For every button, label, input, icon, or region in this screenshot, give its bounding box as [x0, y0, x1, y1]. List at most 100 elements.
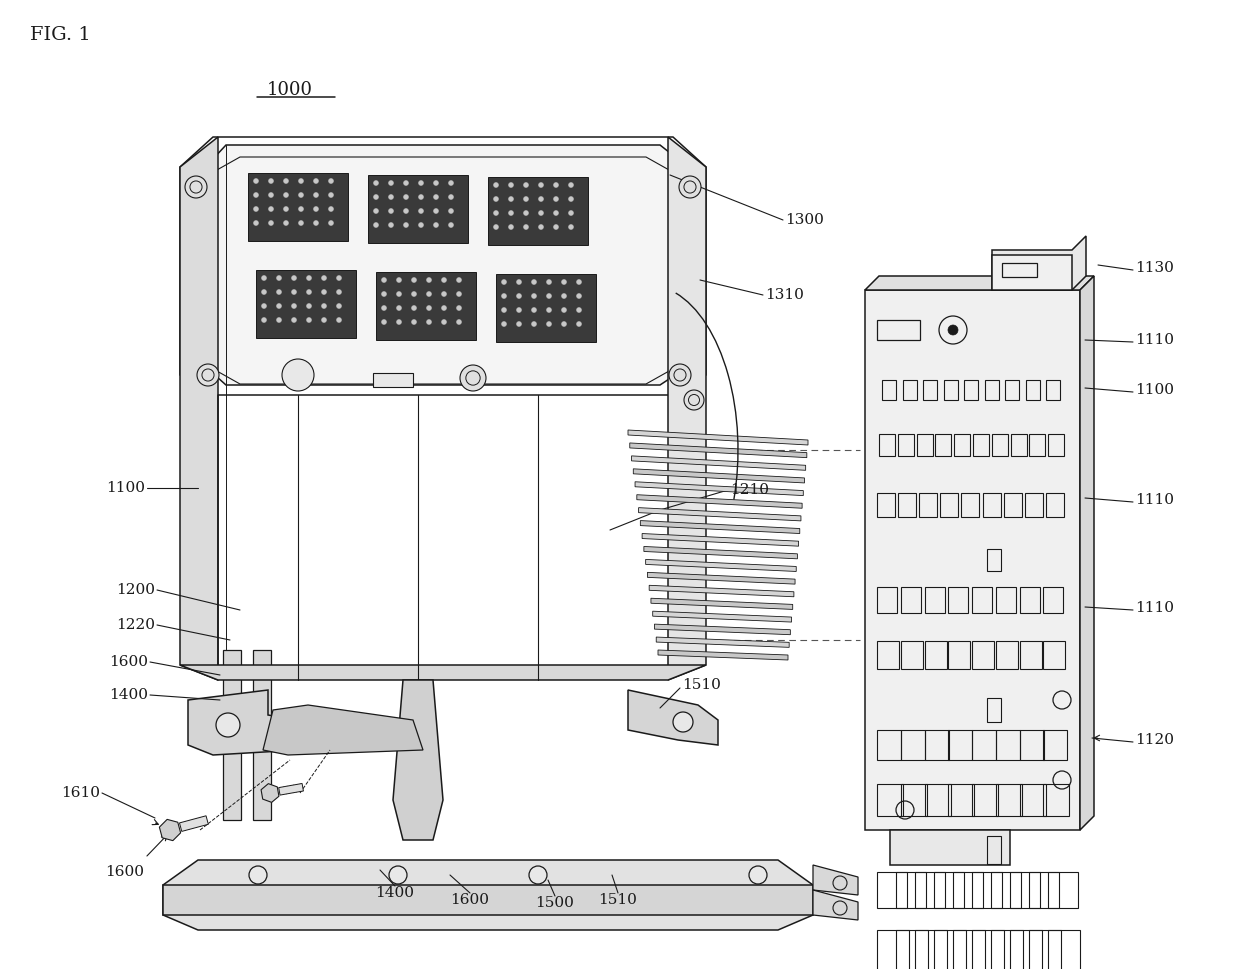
Circle shape: [449, 195, 454, 200]
Circle shape: [321, 290, 326, 295]
Text: 1610: 1610: [61, 786, 100, 800]
Circle shape: [673, 712, 693, 732]
Circle shape: [197, 364, 219, 386]
Circle shape: [538, 182, 543, 187]
Polygon shape: [262, 784, 279, 802]
Circle shape: [460, 365, 486, 391]
Circle shape: [434, 208, 439, 213]
Circle shape: [249, 866, 267, 884]
Circle shape: [314, 221, 319, 226]
Circle shape: [501, 307, 506, 312]
Circle shape: [306, 303, 311, 308]
Circle shape: [568, 225, 573, 230]
Circle shape: [547, 279, 552, 285]
Circle shape: [456, 320, 461, 325]
Polygon shape: [866, 276, 1094, 290]
Circle shape: [456, 305, 461, 310]
Circle shape: [321, 275, 326, 280]
Circle shape: [284, 221, 289, 226]
Polygon shape: [631, 455, 806, 470]
Circle shape: [412, 305, 417, 310]
Polygon shape: [393, 680, 443, 840]
Text: 1310: 1310: [765, 288, 804, 302]
Circle shape: [397, 277, 402, 283]
Polygon shape: [373, 373, 413, 387]
Circle shape: [517, 279, 522, 285]
Circle shape: [441, 292, 446, 297]
Circle shape: [532, 294, 537, 298]
Polygon shape: [656, 637, 789, 647]
Circle shape: [388, 180, 393, 185]
Circle shape: [382, 277, 387, 283]
Circle shape: [553, 197, 558, 202]
Circle shape: [670, 364, 691, 386]
Polygon shape: [642, 534, 799, 547]
Circle shape: [314, 206, 319, 211]
Text: 1400: 1400: [376, 886, 414, 900]
Circle shape: [419, 195, 424, 200]
Polygon shape: [627, 430, 808, 445]
Circle shape: [253, 178, 258, 183]
Circle shape: [419, 180, 424, 185]
Circle shape: [397, 292, 402, 297]
Circle shape: [501, 294, 506, 298]
Polygon shape: [162, 885, 813, 915]
Circle shape: [456, 292, 461, 297]
Circle shape: [538, 197, 543, 202]
Circle shape: [403, 208, 408, 213]
Circle shape: [532, 307, 537, 312]
Circle shape: [532, 279, 537, 285]
Circle shape: [419, 208, 424, 213]
Circle shape: [419, 223, 424, 228]
Polygon shape: [992, 236, 1086, 290]
Polygon shape: [992, 255, 1073, 290]
Circle shape: [299, 221, 304, 226]
Circle shape: [553, 182, 558, 187]
Circle shape: [434, 195, 439, 200]
Polygon shape: [644, 547, 797, 559]
Text: 1400: 1400: [109, 688, 148, 702]
Circle shape: [253, 221, 258, 226]
Circle shape: [262, 318, 267, 323]
Circle shape: [329, 221, 334, 226]
Circle shape: [523, 225, 528, 230]
Circle shape: [529, 866, 547, 884]
Circle shape: [538, 210, 543, 215]
Circle shape: [185, 176, 207, 198]
Text: 1600: 1600: [450, 893, 490, 907]
Circle shape: [684, 390, 704, 410]
Circle shape: [427, 292, 432, 297]
Circle shape: [501, 279, 506, 285]
Polygon shape: [655, 624, 790, 635]
Circle shape: [299, 206, 304, 211]
Text: 1220: 1220: [117, 618, 155, 632]
Circle shape: [427, 320, 432, 325]
Circle shape: [403, 195, 408, 200]
Polygon shape: [637, 495, 802, 508]
Text: 1110: 1110: [1135, 601, 1174, 615]
Circle shape: [412, 320, 417, 325]
Circle shape: [403, 180, 408, 185]
Circle shape: [269, 193, 274, 198]
Circle shape: [321, 318, 326, 323]
Text: 1100: 1100: [105, 481, 145, 495]
Polygon shape: [188, 690, 298, 755]
Circle shape: [397, 305, 402, 310]
Circle shape: [749, 866, 768, 884]
Circle shape: [284, 206, 289, 211]
Polygon shape: [627, 690, 718, 745]
Circle shape: [373, 223, 378, 228]
Polygon shape: [890, 830, 1011, 865]
Text: FIG. 1: FIG. 1: [30, 26, 91, 44]
Circle shape: [538, 225, 543, 230]
Circle shape: [562, 307, 567, 312]
Circle shape: [291, 303, 296, 308]
Circle shape: [562, 279, 567, 285]
Text: 1120: 1120: [1135, 733, 1174, 747]
Polygon shape: [646, 559, 796, 572]
Polygon shape: [376, 272, 476, 340]
Circle shape: [523, 182, 528, 187]
Polygon shape: [253, 650, 272, 820]
Polygon shape: [640, 520, 800, 534]
Circle shape: [577, 279, 582, 285]
